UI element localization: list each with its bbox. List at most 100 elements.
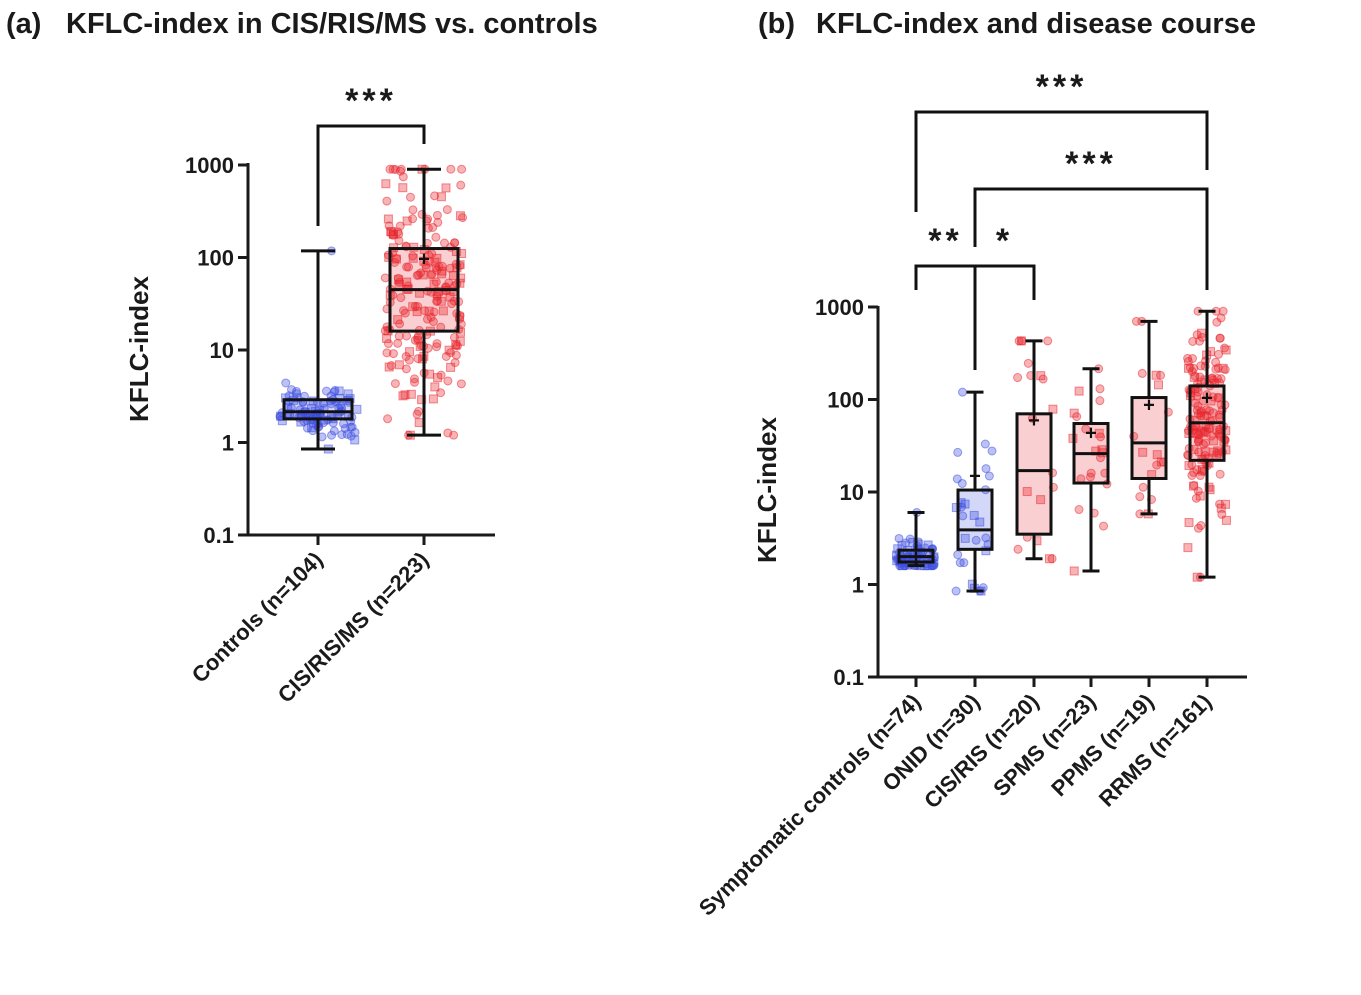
data-point bbox=[1213, 446, 1223, 456]
data-point bbox=[400, 390, 410, 400]
data-point bbox=[402, 216, 412, 226]
data-point bbox=[1193, 401, 1203, 411]
panel-b-significance: ******** * bbox=[914, 68, 1209, 370]
data-point bbox=[1184, 518, 1194, 528]
significance-stars: *** bbox=[345, 82, 397, 120]
data-point bbox=[894, 533, 904, 543]
mean-marker: + bbox=[969, 466, 981, 488]
mean-marker: + bbox=[1201, 388, 1213, 410]
data-point bbox=[408, 253, 418, 263]
data-point bbox=[438, 306, 448, 316]
data-point bbox=[419, 256, 429, 266]
data-point bbox=[1074, 386, 1084, 396]
data-point bbox=[450, 238, 460, 248]
data-point bbox=[1216, 313, 1226, 323]
panel-b-y-axis-title: KFLC-index bbox=[752, 417, 782, 563]
data-point bbox=[436, 370, 446, 380]
data-point bbox=[1138, 482, 1148, 492]
data-point bbox=[441, 183, 451, 193]
data-point bbox=[408, 302, 418, 312]
data-point bbox=[457, 164, 467, 174]
panel-a-category-labels: Controls (n=104)CIS/RIS/MS (n=223) bbox=[187, 535, 434, 708]
data-point bbox=[433, 373, 443, 383]
data-point bbox=[1095, 396, 1105, 406]
data-point bbox=[405, 347, 415, 357]
data-point bbox=[1221, 345, 1231, 355]
category-label: Symptomatic controls (n=74) bbox=[694, 689, 926, 921]
data-point bbox=[1069, 566, 1079, 576]
data-point bbox=[432, 296, 442, 306]
data-point bbox=[1153, 380, 1163, 390]
data-point bbox=[1138, 447, 1148, 457]
data-point bbox=[455, 336, 465, 346]
data-point bbox=[960, 499, 970, 509]
y-tick-label: 0.1 bbox=[833, 665, 864, 690]
panel-a-significance: *** bbox=[316, 82, 426, 226]
data-point bbox=[1185, 362, 1195, 372]
data-point bbox=[352, 404, 362, 414]
box-iqr bbox=[1130, 396, 1168, 480]
data-point bbox=[432, 339, 442, 349]
mean-marker: + bbox=[910, 547, 922, 569]
data-point bbox=[396, 293, 406, 303]
data-point bbox=[420, 306, 430, 316]
data-point bbox=[951, 503, 961, 513]
significance-bracket bbox=[914, 110, 1209, 212]
significance-bracket bbox=[914, 264, 977, 370]
data-point bbox=[401, 351, 411, 361]
data-point bbox=[410, 335, 420, 345]
data-point bbox=[1152, 460, 1162, 470]
data-point bbox=[1086, 468, 1096, 478]
data-point bbox=[1196, 411, 1206, 421]
box-iqr bbox=[1015, 412, 1053, 536]
data-point bbox=[380, 273, 390, 283]
significance-stars: *** bbox=[1036, 68, 1088, 106]
data-point bbox=[417, 395, 427, 405]
data-point bbox=[395, 319, 405, 329]
data-point bbox=[396, 164, 406, 174]
data-point bbox=[418, 270, 428, 280]
data-point bbox=[339, 419, 349, 429]
data-point bbox=[408, 205, 418, 215]
data-point bbox=[1045, 554, 1055, 564]
mean-marker: + bbox=[1028, 410, 1040, 432]
data-point bbox=[987, 446, 997, 456]
data-point bbox=[901, 538, 911, 548]
data-point bbox=[430, 382, 440, 392]
data-point bbox=[398, 172, 408, 182]
data-point bbox=[1215, 469, 1225, 479]
data-point bbox=[384, 362, 394, 372]
data-point bbox=[430, 191, 440, 201]
panel-a: (a) KFLC-index in CIS/RIS/MS vs. control… bbox=[6, 8, 598, 708]
data-point bbox=[1218, 306, 1228, 316]
data-point bbox=[957, 387, 967, 397]
data-point bbox=[1096, 432, 1106, 442]
data-point bbox=[281, 378, 291, 388]
data-point bbox=[382, 333, 392, 343]
data-point bbox=[447, 299, 457, 309]
panel-b: (b) KFLC-index and disease course +++++ +… bbox=[694, 8, 1256, 920]
data-point bbox=[1218, 363, 1228, 373]
data-point bbox=[1213, 349, 1223, 359]
panel-b-boxes: + + + + + + bbox=[897, 309, 1226, 593]
data-point bbox=[432, 342, 442, 352]
data-point bbox=[401, 364, 411, 374]
panel-b-title: (b) bbox=[758, 8, 795, 40]
data-point bbox=[343, 389, 353, 399]
data-point bbox=[383, 339, 393, 349]
data-point bbox=[1201, 427, 1211, 437]
data-point bbox=[277, 416, 287, 426]
significance-bracket bbox=[973, 187, 1209, 290]
data-point bbox=[1221, 499, 1231, 509]
data-point bbox=[981, 533, 991, 543]
data-point bbox=[1131, 316, 1141, 326]
y-tick-label: 0.1 bbox=[203, 523, 234, 548]
data-point bbox=[402, 331, 412, 341]
data-point bbox=[436, 192, 446, 202]
box-iqr bbox=[956, 488, 994, 551]
data-point bbox=[428, 394, 438, 404]
data-point bbox=[1213, 392, 1223, 402]
data-point bbox=[455, 211, 465, 221]
panel-a-y-ticks: 0.1 1 10 100 1000 bbox=[185, 153, 248, 548]
